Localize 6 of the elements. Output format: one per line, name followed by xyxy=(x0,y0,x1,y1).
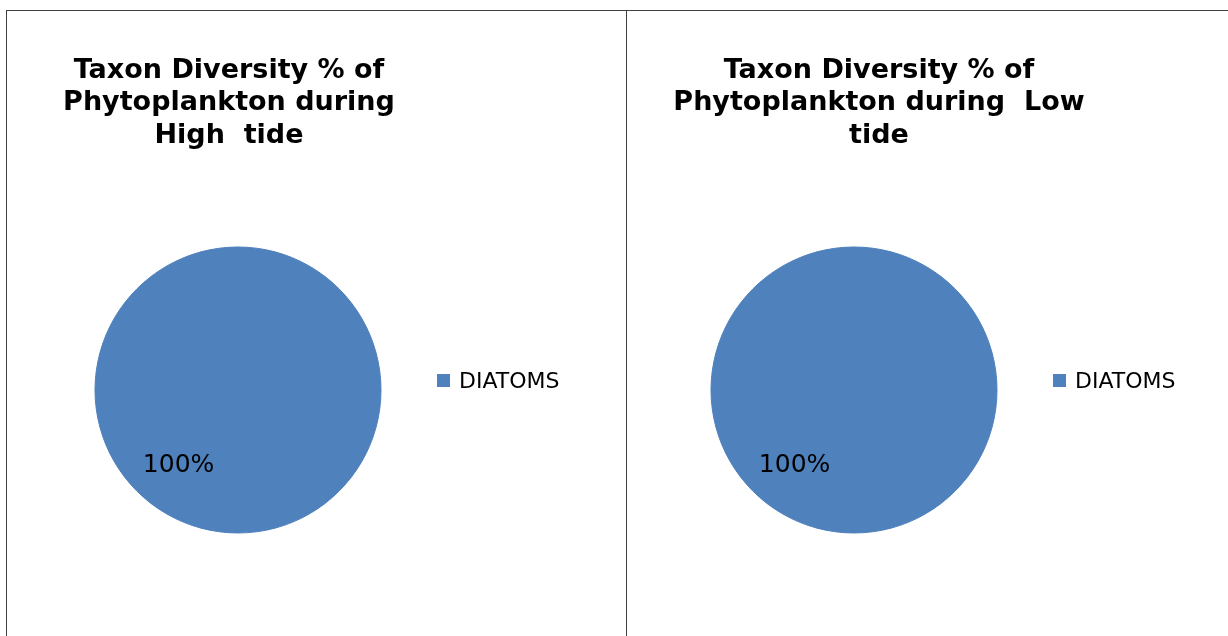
data-label: 100% xyxy=(142,448,215,478)
legend-label: DIATOMS xyxy=(459,367,560,394)
legend-label: DIATOMS xyxy=(1075,367,1176,394)
chart-title: Taxon Diversity % of Phytoplankton during Low tide xyxy=(672,53,1086,151)
data-label: 100% xyxy=(758,448,831,478)
chart-title: Taxon Diversity % of Phytoplankton during High tide xyxy=(62,53,396,151)
